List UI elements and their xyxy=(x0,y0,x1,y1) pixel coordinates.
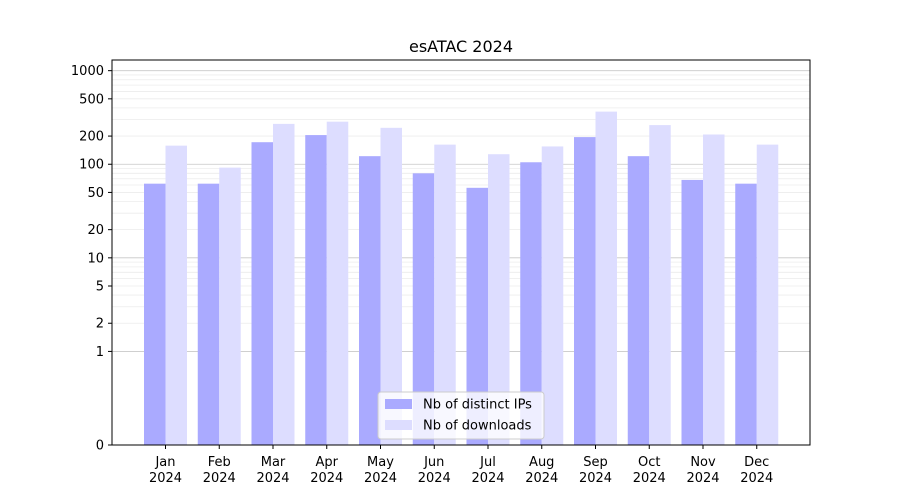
bar-downloads xyxy=(649,125,671,446)
x-tick-label: Oct 2024 xyxy=(633,455,666,486)
bars xyxy=(144,111,779,446)
x-tick-label: Jan 2024 xyxy=(149,455,182,486)
bar-downloads xyxy=(756,144,779,445)
bar-distinct-ips xyxy=(251,142,273,445)
chart-title: esATAC 2024 xyxy=(409,37,513,56)
x-tick-label: Jun 2024 xyxy=(418,455,451,486)
x-tick-label: Aug 2024 xyxy=(525,455,558,486)
x-tick-label: Nov 2024 xyxy=(686,455,719,486)
x-tick-label: Mar 2024 xyxy=(256,455,289,486)
bar-distinct-ips xyxy=(144,183,166,445)
bar-distinct-ips xyxy=(359,156,381,445)
y-tick-label: 10 xyxy=(87,251,104,266)
x-tick-label: Jul 2024 xyxy=(471,455,504,486)
bar-distinct-ips xyxy=(197,183,220,445)
bar-downloads xyxy=(380,127,402,445)
bar-distinct-ips xyxy=(466,187,488,445)
x-tick-label: May 2024 xyxy=(364,455,397,486)
bar-downloads xyxy=(541,146,564,446)
bar-distinct-ips xyxy=(627,156,650,445)
bar-downloads xyxy=(219,167,241,445)
bar-downloads xyxy=(595,111,617,445)
y-axis: 0 1 2 5 10 20 50 100 200 500 1000 xyxy=(71,64,112,454)
legend-box xyxy=(377,391,545,440)
bar-downloads xyxy=(703,134,725,445)
y-tick-label: 200 xyxy=(79,130,104,145)
legend-swatch xyxy=(385,420,412,430)
y-tick-label: 20 xyxy=(87,223,104,238)
x-axis: Jan 2024 Feb 2024 Mar 2024 Apr 2024 May 2024 Jun 20… xyxy=(149,445,773,486)
y-tick-label: 2 xyxy=(96,317,104,332)
legend-label: Nb of distinct IPs xyxy=(423,398,532,413)
legend-swatch xyxy=(385,399,412,409)
bar-distinct-ips xyxy=(574,137,596,445)
x-tick-label: Sep 2024 xyxy=(579,455,612,486)
y-tick-label: 1 xyxy=(96,345,104,360)
bar-distinct-ips xyxy=(305,135,327,445)
y-tick-label: 500 xyxy=(79,92,104,107)
bar-distinct-ips xyxy=(735,183,757,445)
bar-distinct-ips xyxy=(520,162,542,446)
bar-downloads xyxy=(488,154,510,446)
bar-distinct-ips xyxy=(681,179,703,445)
bar-downloads xyxy=(165,145,187,445)
legend: Nb of distinct IPs Nb of downloads xyxy=(377,391,545,440)
bar-downloads xyxy=(434,144,456,445)
y-tick-label: 1000 xyxy=(71,64,104,79)
x-tick-label: Dec 2024 xyxy=(740,455,773,486)
plot-frame xyxy=(111,59,811,446)
x-tick-label: Feb 2024 xyxy=(203,455,236,486)
bar-distinct-ips xyxy=(412,173,435,445)
y-tick-label: 50 xyxy=(87,186,104,201)
bar-downloads xyxy=(326,121,349,446)
x-tick-label: Apr 2024 xyxy=(310,455,343,486)
y-tick-label: 0 xyxy=(96,439,104,454)
y-tick-label: 100 xyxy=(79,158,104,173)
bar-downloads xyxy=(273,123,295,445)
y-tick-label: 5 xyxy=(96,280,104,295)
legend-label: Nb of downloads xyxy=(423,419,532,434)
